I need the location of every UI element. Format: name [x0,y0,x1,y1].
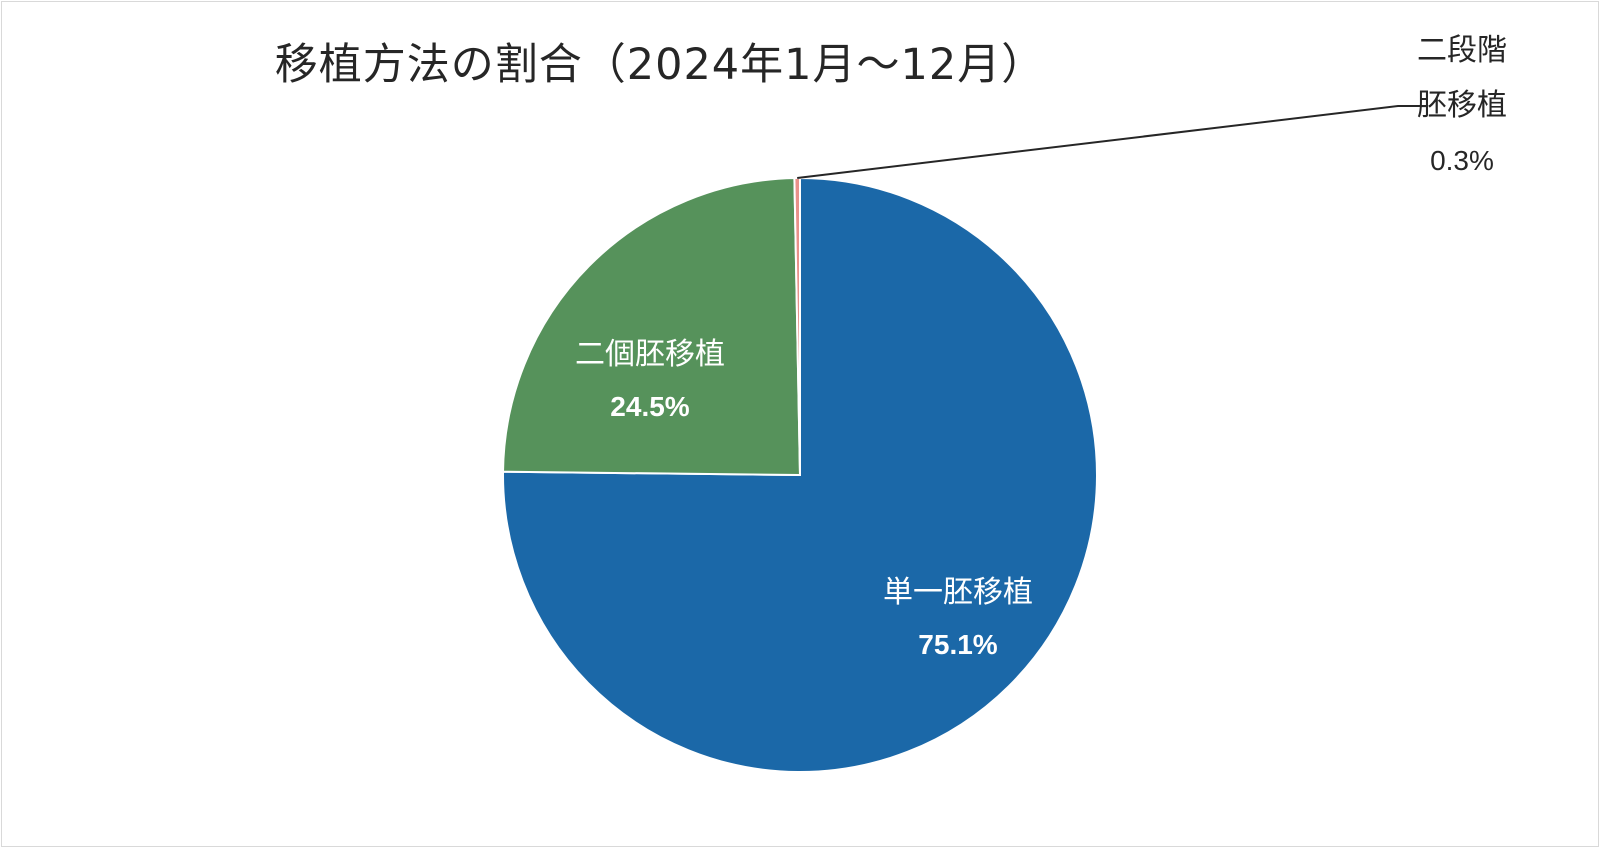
slice-value-single-embryo: 75.1% [918,629,997,660]
slice-value-two-step-embryo: 0.3% [1430,145,1494,176]
pie-slice-double-embryo [502,177,802,477]
chart-title: 移植方法の割合（2024年1月～12月） [274,40,1046,90]
slice-label-double-embryo: 二個胚移植 [575,337,725,372]
pie-slice-single-embryo [502,176,1098,773]
slice-label-two-step-embryo: 二段階 [1417,33,1507,68]
slice-label-two-step-embryo: 胚移植 [1417,88,1507,123]
leader-line-two-step-embryo [797,105,1424,180]
slice-value-double-embryo: 24.5% [610,391,689,422]
slice-label-single-embryo: 単一胚移植 [883,575,1033,610]
